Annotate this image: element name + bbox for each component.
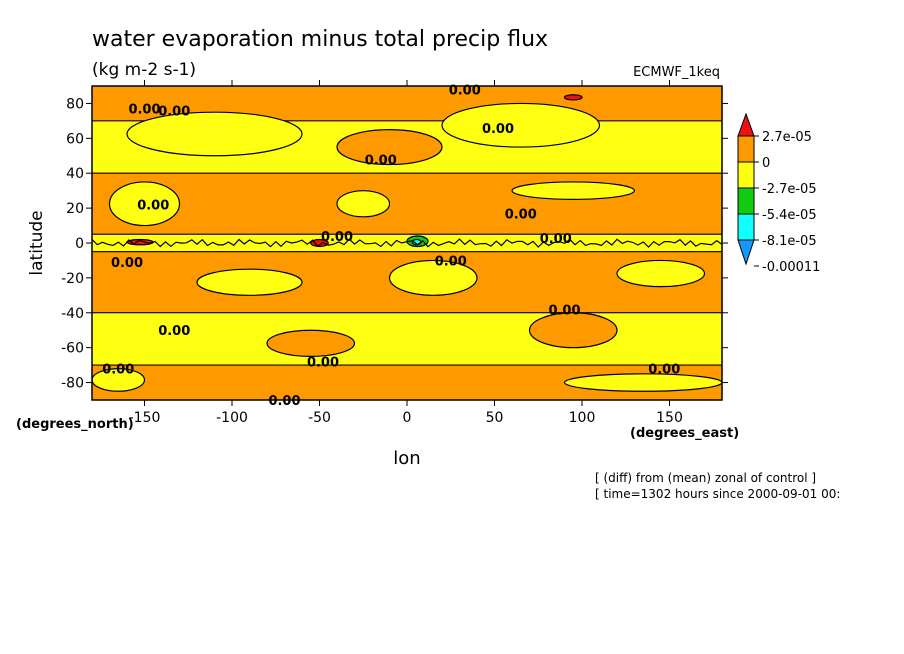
x-axis: -150 -100 -50 0 50 100 150 xyxy=(129,80,683,426)
footnote-diff: [ (diff) from (mean) zonal of control ] xyxy=(595,471,816,485)
field-patch xyxy=(336,129,443,166)
colorbar-label: 2.7e-05 xyxy=(762,130,812,145)
contour-label: 0.00 xyxy=(482,122,514,137)
contour-label: 0.00 xyxy=(307,356,339,371)
contour-label: 0.00 xyxy=(128,103,160,118)
contour-label: 0.00 xyxy=(102,363,134,378)
y-tick-label: 0 xyxy=(75,236,84,252)
contour-label: 0.00 xyxy=(321,230,353,245)
y-tick-label: 20 xyxy=(66,201,84,217)
contour-label: 0.00 xyxy=(540,232,572,247)
y-tick-label: 40 xyxy=(66,166,84,182)
contour-label: 0.00 xyxy=(158,324,190,339)
field-patch xyxy=(310,238,329,248)
colorbar-label: -8.1e-05 xyxy=(762,234,817,249)
contour-label: 0.00 xyxy=(365,153,397,168)
field-patch xyxy=(126,111,303,157)
chart-title: water evaporation minus total precip flu… xyxy=(92,27,548,52)
x-tick-label: -100 xyxy=(216,410,248,426)
y-tick-label: -40 xyxy=(61,306,84,322)
field-patch xyxy=(511,181,636,200)
contour-label: 0.00 xyxy=(505,207,537,222)
y-tick-label: -80 xyxy=(61,376,84,392)
field-patch xyxy=(92,368,146,392)
contour-label: 0.00 xyxy=(435,254,467,269)
contour-label: 0.00 xyxy=(268,394,300,409)
colorbar-segment xyxy=(737,161,755,189)
field-patch xyxy=(563,373,722,392)
contour-label: 0.00 xyxy=(137,199,169,214)
contour-label: 0.00 xyxy=(158,104,190,119)
colorbar-bottom-arrow xyxy=(737,239,755,266)
y-axis-units: (degrees_north) xyxy=(16,417,134,432)
colorbar-top-arrow xyxy=(737,112,755,137)
field-patch xyxy=(196,268,303,296)
x-axis-label: lon xyxy=(393,448,420,469)
field-patch xyxy=(336,190,391,218)
field-patch xyxy=(616,259,706,288)
contour-label: 0.00 xyxy=(449,83,481,98)
contour-labels: 0.000.000.000.000.000.000.00 0.000.000.00… xyxy=(102,83,680,409)
colorbar-label: -2.7e-05 xyxy=(762,182,817,197)
y-tick-label: 60 xyxy=(66,131,84,147)
contour-label: 0.00 xyxy=(548,303,580,318)
field-patch xyxy=(388,259,478,296)
colorbar-segment xyxy=(737,135,755,163)
x-tick-label: -50 xyxy=(308,410,331,426)
field-patch xyxy=(441,102,601,148)
x-tick-label: 100 xyxy=(569,410,596,426)
footnote-time: [ time=1302 hours since 2000-09-01 00: xyxy=(595,487,840,501)
field-patch xyxy=(563,94,583,101)
y-axis-label: latitude xyxy=(27,210,47,275)
x-axis-units: (degrees_east) xyxy=(630,426,739,441)
x-tick-label: 50 xyxy=(486,410,504,426)
colorbar-segment xyxy=(737,187,755,215)
contour-label: 0.00 xyxy=(648,363,680,378)
y-axis: 80 60 40 20 0 -20 -40 -60 -80 xyxy=(61,96,728,392)
chart-units: (kg m-2 s-1) xyxy=(92,60,196,80)
model-label: ECMWF_1keq xyxy=(633,65,720,80)
y-tick-label: 80 xyxy=(66,96,84,112)
x-tick-label: -150 xyxy=(129,410,161,426)
colorbar-label: -5.4e-05 xyxy=(762,208,817,223)
colorbar-label: -0.00011 xyxy=(762,260,820,275)
colorbar-segment xyxy=(737,213,755,241)
plot-fill xyxy=(92,86,722,400)
field-patch xyxy=(266,329,356,357)
lat-band xyxy=(92,172,722,235)
x-tick-label: 0 xyxy=(403,410,412,426)
field-patch xyxy=(528,312,618,349)
contour-label: 0.00 xyxy=(111,256,143,271)
field-patch xyxy=(108,181,181,227)
y-tick-label: -60 xyxy=(61,341,84,357)
x-tick-label: 150 xyxy=(656,410,683,426)
colorbar: 2.7e-05 0 -2.7e-05 -5.4e-05 -8.1e-05 -0.00011 xyxy=(737,112,820,275)
colorbar-label: 0 xyxy=(762,156,770,171)
equatorial-contour xyxy=(92,238,722,248)
y-tick-label: -20 xyxy=(61,271,84,287)
